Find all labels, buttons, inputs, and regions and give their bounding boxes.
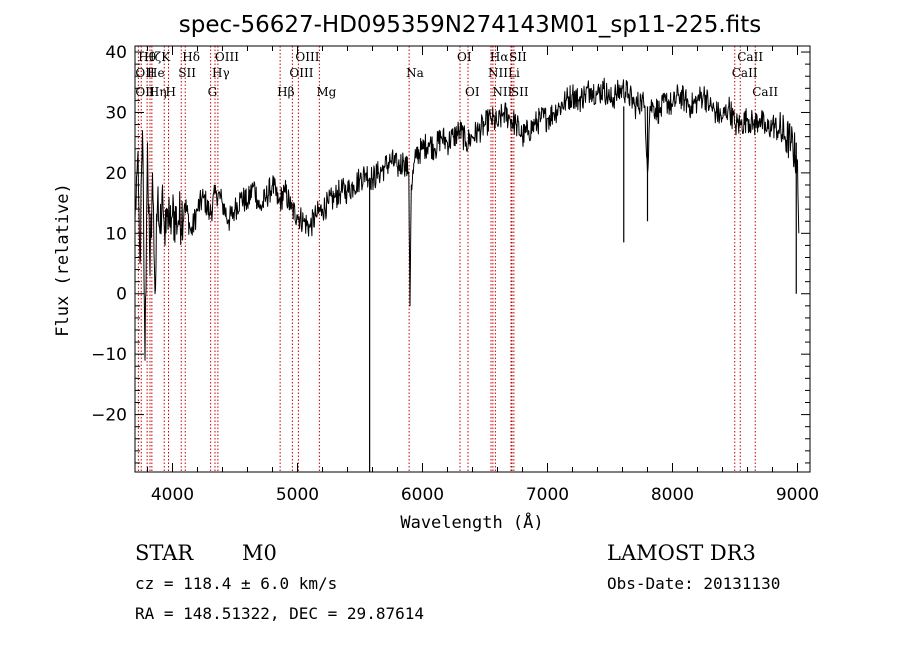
line-label: OII	[135, 66, 155, 80]
x-tick-label: 8000	[651, 485, 694, 505]
x-axis: 4000 5000 6000 7000 8000 9000	[147, 46, 819, 505]
line-label: NII	[492, 85, 512, 99]
line-label: CaII	[737, 50, 763, 64]
x-tick-label: 5000	[276, 485, 319, 505]
line-label: OI	[457, 50, 472, 64]
sky-coordinates: RA = 148.51322, DEC = 29.87614	[135, 604, 424, 623]
spectral-line-markers	[137, 46, 756, 472]
y-axis-label: Flux (relative)	[53, 183, 73, 337]
y-tick-label: 30	[105, 103, 127, 123]
y-axis: 40 30 20 10 0 −10 −20	[91, 43, 810, 464]
survey-name: LAMOST DR3	[607, 541, 756, 565]
y-tick-label: 20	[105, 164, 127, 184]
line-label: OII	[135, 85, 155, 99]
line-label: SII	[509, 50, 527, 64]
line-label: SII	[178, 66, 196, 80]
line-label: H	[166, 85, 176, 99]
line-label: Hγ	[212, 66, 230, 80]
y-tick-label: −20	[91, 406, 127, 426]
line-label: G	[208, 85, 218, 99]
redshift-velocity: cz = 118.4 ± 6.0 km/s	[135, 574, 337, 593]
line-label: Hδ	[182, 50, 200, 64]
line-label: Hη	[149, 85, 167, 99]
line-label: OIII	[295, 50, 319, 64]
line-label: Hα	[490, 50, 509, 64]
line-label: NII	[488, 66, 508, 80]
observation-date: Obs-Date: 20131130	[607, 574, 780, 593]
y-tick-label: 40	[105, 43, 127, 63]
object-class: STAR	[135, 541, 194, 565]
y-tick-label: 0	[116, 285, 127, 305]
line-label: Na	[406, 66, 424, 80]
line-label: Hθ	[138, 50, 156, 64]
line-label: Li	[508, 66, 520, 80]
x-tick-label: 7000	[526, 485, 569, 505]
y-tick-label: 10	[105, 224, 127, 244]
x-tick-label: 9000	[776, 485, 819, 505]
x-tick-label: 6000	[401, 485, 444, 505]
line-label: Hζ	[144, 50, 161, 64]
line-label: OI	[465, 85, 480, 99]
line-label: Mg	[316, 85, 336, 99]
line-label: He	[147, 66, 165, 80]
spectrum-line	[134, 77, 800, 361]
chart-title: spec-56627-HD095359N274143M01_sp11-225.f…	[179, 12, 761, 38]
line-label: CaII	[752, 85, 778, 99]
line-label: SII	[511, 85, 529, 99]
line-label: OIII	[215, 50, 239, 64]
line-label: Hβ	[277, 85, 294, 99]
line-label: CaII	[732, 66, 758, 80]
line-label: OIII	[289, 66, 313, 80]
y-tick-label: −10	[91, 345, 127, 365]
x-axis-label: Wavelength (Å)	[400, 511, 543, 533]
object-subclass: M0	[242, 541, 277, 565]
line-label: K	[161, 50, 171, 64]
x-tick-label: 4000	[151, 485, 194, 505]
spectrum-trace-group	[134, 77, 800, 472]
